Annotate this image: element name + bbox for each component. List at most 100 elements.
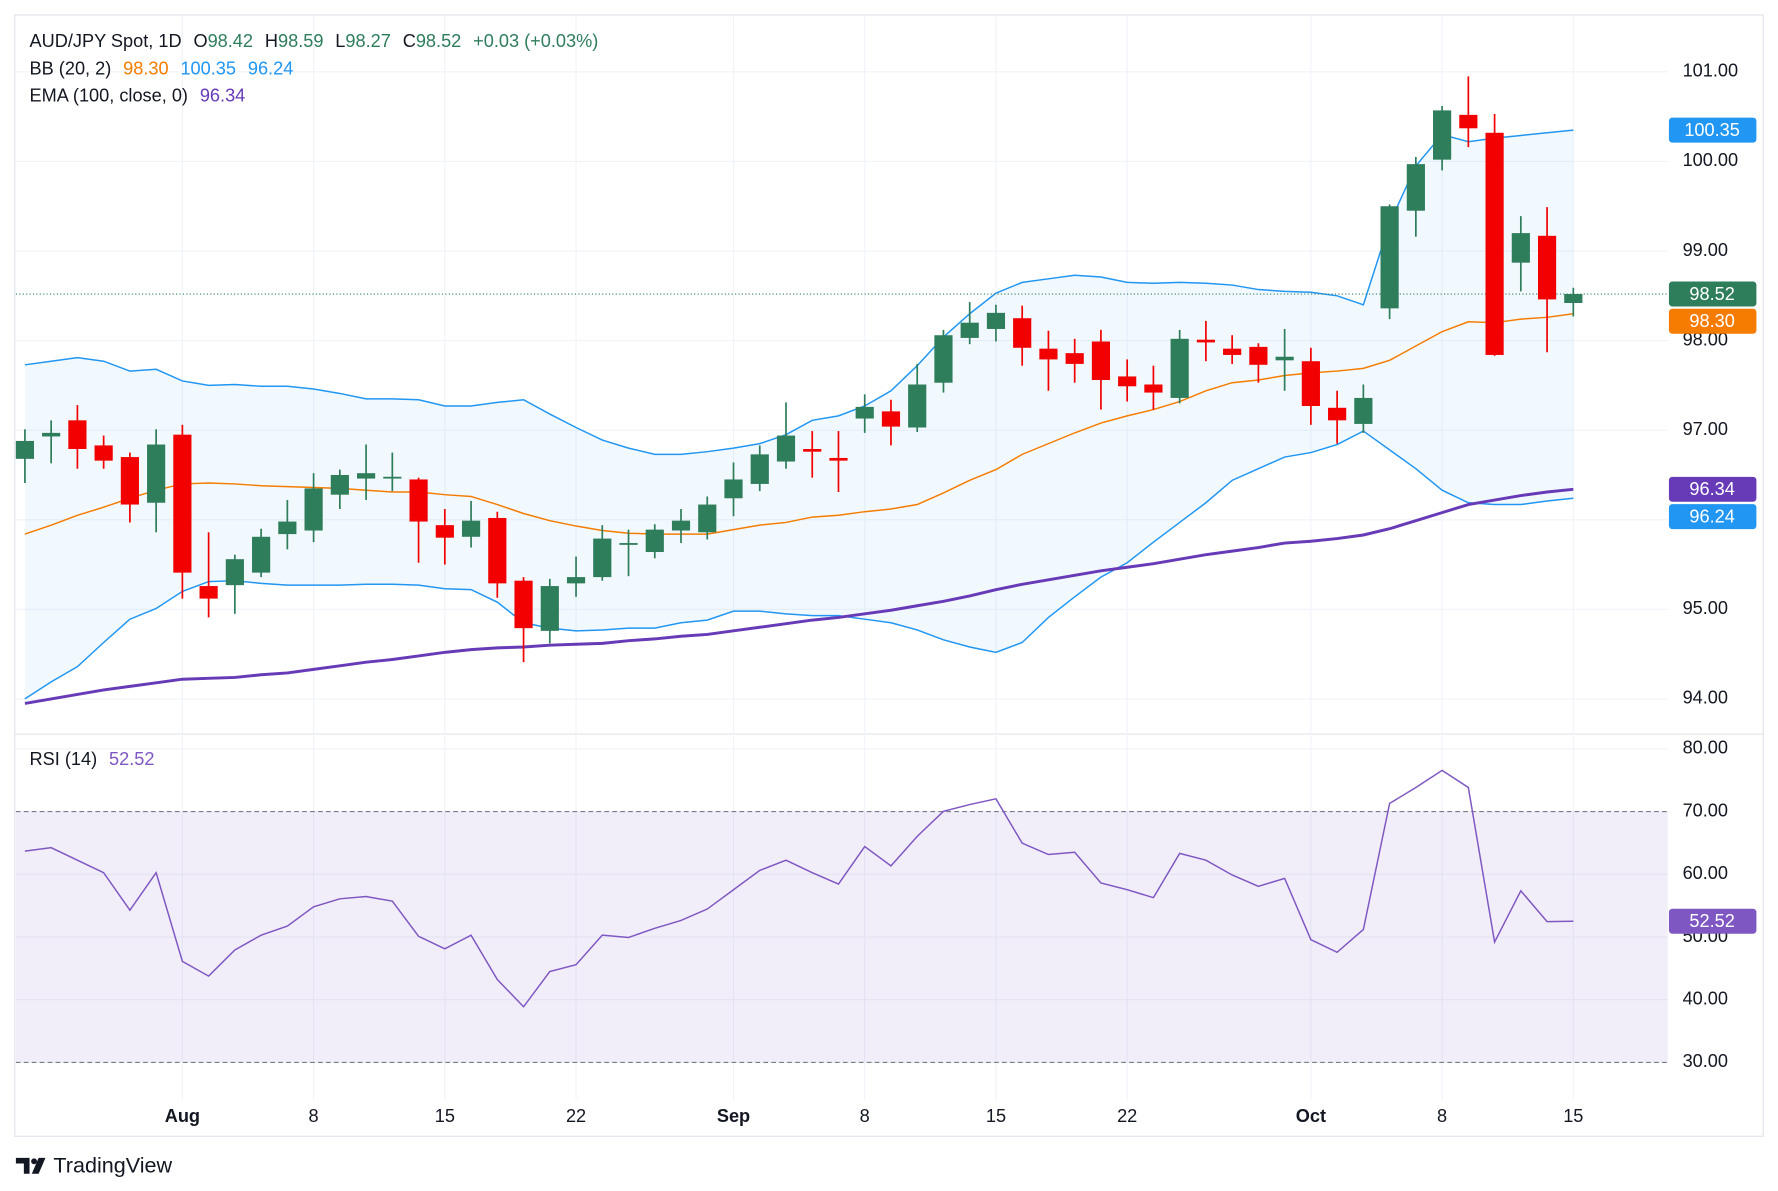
x-tick-label: 15 (986, 1106, 1006, 1126)
candle-body (1380, 206, 1399, 309)
candle-body (881, 411, 901, 427)
x-tick-label: 8 (860, 1106, 870, 1126)
candle-body (1433, 110, 1452, 160)
candle-body (1196, 339, 1215, 343)
price-badge (1668, 908, 1757, 934)
x-tick-label: Oct (1296, 1106, 1326, 1126)
x-tick-label: 22 (566, 1106, 586, 1126)
price-badge-label: 98.30 (1689, 311, 1734, 331)
indicator-value: 100.35 (180, 58, 236, 78)
indicator-label: EMA (100, close, 0) (30, 86, 188, 106)
indicator-value: 96.24 (248, 58, 293, 78)
candle-body (356, 473, 376, 479)
x-tick-label: 8 (309, 1106, 319, 1126)
indicator-value: 52.52 (109, 749, 154, 769)
ohlc-label: H (265, 31, 278, 51)
y-tick-label: 60.00 (1683, 863, 1728, 883)
candle-body (566, 577, 586, 584)
brand-icon (15, 1157, 46, 1174)
indicator-line (24, 487, 1574, 705)
low-value: 98.27 (345, 31, 390, 51)
ohlc-label: O (193, 31, 207, 51)
y-tick-label: 30.00 (1683, 1051, 1728, 1071)
candle-body (750, 454, 769, 484)
ohlc-label: L (335, 31, 345, 51)
candle-body (68, 420, 87, 449)
y-tick-label: 70.00 (1683, 800, 1728, 820)
band-fill (24, 130, 1574, 699)
price-badge-label: 98.52 (1689, 284, 1734, 304)
candle-body (1118, 376, 1137, 387)
y-tick-label: 98.00 (1683, 329, 1728, 349)
y-tick-label: 40.00 (1683, 989, 1728, 1009)
y-tick-label: 101.00 (1683, 61, 1739, 81)
candle-body (619, 543, 638, 545)
y-tick-label: 100.00 (1683, 150, 1739, 170)
x-tick-label: Sep (717, 1106, 750, 1126)
symbol-title: AUD/JPY Spot, 1D (30, 31, 182, 51)
brand-logo: TradingView (15, 1153, 173, 1178)
candle-body (829, 457, 848, 461)
candle-body (461, 520, 481, 537)
candle-body (908, 384, 927, 428)
candle-body (409, 479, 428, 522)
candle-body (278, 521, 297, 535)
candle-body (383, 476, 402, 479)
change-value: +0.03 (+0.03%) (473, 31, 598, 51)
candle-body (1328, 407, 1347, 421)
candle-body (1406, 164, 1425, 211)
y-tick-label: 80.00 (1683, 738, 1728, 758)
price-badge (1668, 476, 1757, 502)
indicator-label: RSI (14) (30, 749, 98, 769)
price-badge-label: 52.52 (1689, 911, 1734, 931)
candle-body (15, 440, 35, 459)
legend-line: EMA (100, close, 0) 96.34 (30, 86, 246, 106)
candle-body (42, 432, 61, 437)
indicator-value: 98.30 (123, 58, 168, 78)
price-badge-label: 100.35 (1684, 120, 1740, 140)
candle-body (960, 322, 979, 338)
candle-body (855, 406, 874, 419)
high-value: 98.59 (278, 31, 323, 51)
candle-body (514, 580, 533, 629)
brand-name: TradingView (53, 1153, 172, 1178)
candle-body (435, 525, 454, 538)
indicator-label: BB (20, 2) (30, 58, 112, 78)
rsi-line (24, 769, 1574, 1008)
candle-body (593, 538, 612, 578)
plot-layer: Aug81522Sep81522Oct81594.0095.0096.0097.… (15, 16, 1757, 1126)
indicator-value: 96.34 (200, 86, 245, 106)
price-badge-label: 96.34 (1689, 479, 1734, 499)
candle-body (1091, 341, 1111, 381)
x-tick-label: 22 (1117, 1106, 1137, 1126)
candle-body (1039, 348, 1058, 360)
candle-body (1485, 132, 1504, 355)
candle-body (1249, 346, 1268, 365)
price-badge (1668, 504, 1757, 530)
x-tick-label: 15 (435, 1106, 455, 1126)
legend-line: BB (20, 2) 98.30 100.35 96.24 (30, 58, 294, 78)
candle-body (330, 474, 349, 495)
candle-body (173, 434, 192, 573)
candle-body (304, 488, 323, 531)
price-badge (1668, 308, 1757, 334)
rsi-band (15, 811, 1668, 1063)
chart-frame (14, 14, 1764, 1137)
open-value: 98.42 (208, 31, 253, 51)
candle-body (1511, 233, 1530, 263)
candle-body (645, 529, 664, 553)
candle-body (803, 448, 822, 452)
x-tick-label: Aug (165, 1106, 200, 1126)
candle-body (199, 586, 218, 599)
price-badge (1668, 117, 1757, 143)
candle-body (94, 445, 113, 461)
indicator-line (24, 430, 1574, 700)
candle-body (1013, 318, 1032, 348)
candle-body (120, 457, 139, 505)
brand-icon (31, 1158, 38, 1165)
price-badge-label: 96.24 (1689, 507, 1734, 527)
candle-body (986, 312, 1006, 329)
candle-body (1065, 353, 1084, 364)
